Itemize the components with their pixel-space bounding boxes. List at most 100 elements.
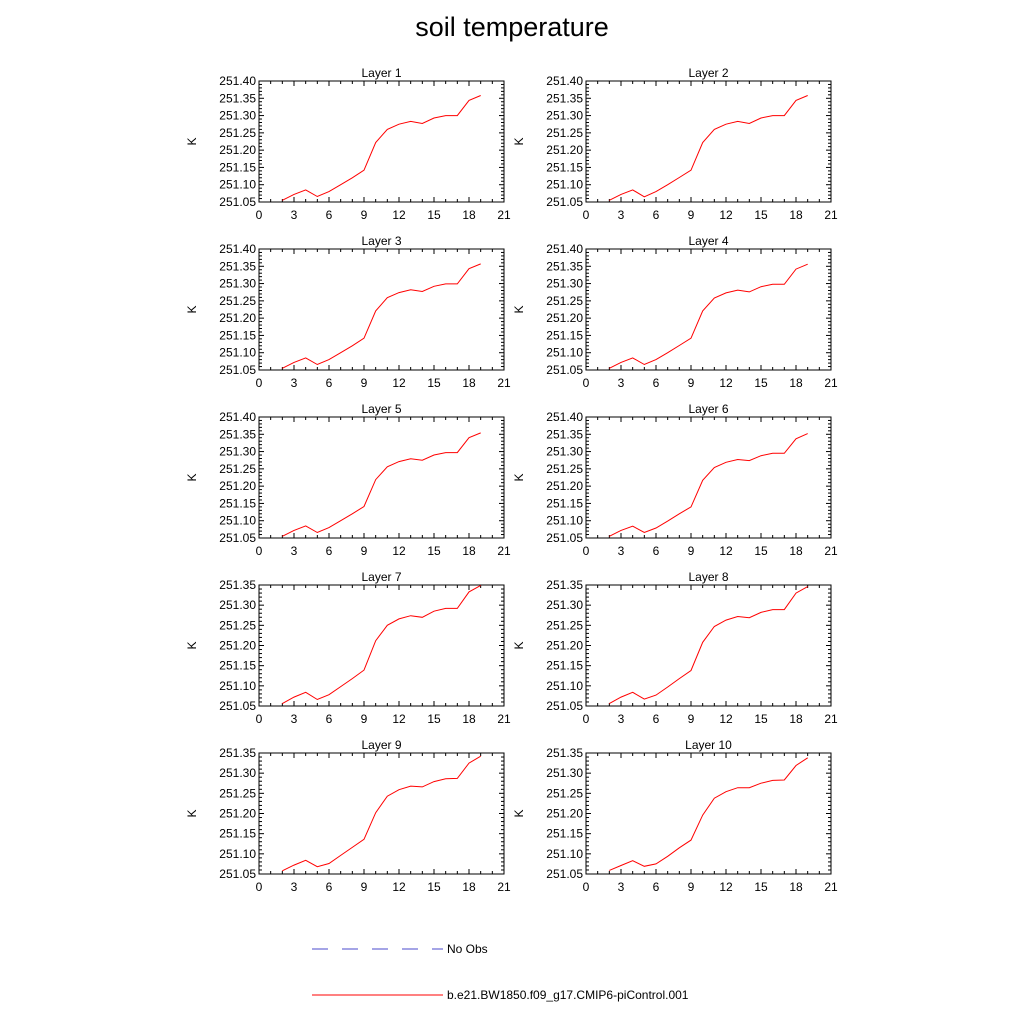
x-tick-label: 6 (653, 208, 660, 222)
y-tick-label: 251.05 (546, 195, 583, 209)
panel-layer-3: Layer 3 K 0 3 6 9 12 15 18 21 251.05 251.10 251.15 25… (185, 234, 511, 390)
y-tick-label: 251.35 (546, 746, 583, 760)
y-tick-label: 251.25 (546, 294, 583, 308)
y-tick-label: 251.10 (219, 679, 256, 693)
series-line (282, 755, 481, 872)
y-axis-label: K (185, 305, 199, 313)
series-line (282, 584, 481, 705)
y-tick-label: 251.10 (546, 514, 583, 528)
x-tick-label: 12 (719, 712, 733, 726)
y-axis-label: K (512, 473, 526, 481)
y-tick-label: 251.05 (546, 363, 583, 377)
panel-layer-9: Layer 9 K 0 3 6 9 12 15 18 21 251.05 251.10 251.15 25… (185, 738, 511, 894)
x-tick-label: 21 (824, 208, 838, 222)
x-tick-label: 9 (361, 208, 368, 222)
panel-layer-10: Layer 10 K 0 3 6 9 12 15 18 21 251.05 251.10 251.15 2… (512, 738, 838, 894)
panel-title: Layer 4 (688, 234, 728, 248)
y-tick-label: 251.05 (546, 531, 583, 545)
panel-title: Layer 6 (688, 402, 728, 416)
y-tick-label: 251.05 (219, 531, 256, 545)
plot-frame (258, 416, 505, 539)
y-axis-label: K (512, 305, 526, 313)
panel-title: Layer 10 (685, 738, 732, 752)
y-tick-label: 251.30 (546, 598, 583, 612)
y-axis-label: K (512, 137, 526, 145)
x-tick-label: 6 (326, 880, 333, 894)
panel-layer-1: Layer 1 K 0 3 6 9 12 15 18 21 251.05 251.10 251.15 25… (185, 66, 511, 222)
y-tick-label: 251.10 (546, 679, 583, 693)
y-tick-label: 251.40 (219, 74, 256, 88)
y-tick-label: 251.15 (219, 827, 256, 841)
y-tick-label: 251.25 (219, 618, 256, 632)
y-tick-label: 251.20 (219, 311, 256, 325)
x-tick-label: 9 (361, 712, 368, 726)
y-tick-label: 251.15 (219, 659, 256, 673)
series-line (609, 433, 808, 537)
x-tick-label: 0 (583, 544, 590, 558)
x-tick-label: 9 (688, 376, 695, 390)
y-tick-label: 251.30 (219, 109, 256, 123)
y-tick-label: 251.20 (546, 807, 583, 821)
x-tick-label: 21 (824, 880, 838, 894)
y-tick-label: 251.20 (219, 639, 256, 653)
series-line (282, 432, 481, 537)
y-tick-label: 251.15 (546, 496, 583, 510)
legend-label: No Obs (447, 942, 488, 956)
y-tick-label: 251.35 (546, 427, 583, 441)
legend-entry: No Obs (312, 942, 488, 956)
x-tick-label: 0 (256, 208, 263, 222)
series-line (282, 95, 481, 201)
y-tick-label: 251.20 (546, 479, 583, 493)
panel-layer-4: Layer 4 K 0 3 6 9 12 15 18 21 251.05 251.10 251.15 25… (512, 234, 838, 390)
y-tick-label: 251.20 (219, 479, 256, 493)
y-axis-label: K (512, 809, 526, 817)
y-tick-label: 251.15 (546, 160, 583, 174)
x-tick-label: 0 (583, 208, 590, 222)
y-tick-label: 251.20 (219, 143, 256, 157)
x-tick-label: 21 (824, 544, 838, 558)
chart-title: soil temperature (415, 12, 609, 42)
x-tick-label: 6 (653, 376, 660, 390)
panel-title: Layer 7 (361, 570, 401, 584)
x-tick-label: 6 (326, 376, 333, 390)
x-tick-label: 12 (392, 376, 406, 390)
y-tick-label: 251.30 (546, 766, 583, 780)
plot-frame (585, 416, 832, 539)
series-line (609, 95, 808, 201)
x-tick-label: 6 (326, 208, 333, 222)
series-line (609, 586, 808, 705)
panel-title: Layer 1 (361, 66, 401, 80)
x-tick-label: 15 (754, 544, 768, 558)
x-tick-label: 21 (824, 376, 838, 390)
panel-title: Layer 8 (688, 570, 728, 584)
x-tick-label: 0 (583, 712, 590, 726)
x-tick-label: 21 (497, 712, 511, 726)
x-tick-label: 15 (427, 376, 441, 390)
x-tick-label: 21 (824, 712, 838, 726)
x-tick-label: 15 (754, 712, 768, 726)
plot-frame (585, 80, 832, 203)
y-tick-label: 251.10 (219, 514, 256, 528)
y-tick-label: 251.10 (219, 178, 256, 192)
x-tick-label: 3 (618, 376, 625, 390)
x-tick-label: 12 (392, 208, 406, 222)
x-tick-label: 12 (392, 880, 406, 894)
panel-title: Layer 9 (361, 738, 401, 752)
x-tick-label: 12 (719, 880, 733, 894)
y-tick-label: 251.40 (219, 242, 256, 256)
y-tick-label: 251.35 (219, 578, 256, 592)
y-tick-label: 251.30 (546, 445, 583, 459)
x-tick-label: 3 (291, 544, 298, 558)
x-tick-label: 21 (497, 376, 511, 390)
y-tick-label: 251.05 (219, 867, 256, 881)
y-tick-label: 251.25 (546, 618, 583, 632)
x-tick-label: 15 (754, 376, 768, 390)
x-tick-label: 3 (291, 208, 298, 222)
y-tick-label: 251.05 (219, 699, 256, 713)
y-tick-label: 251.40 (219, 410, 256, 424)
x-tick-label: 6 (653, 712, 660, 726)
x-tick-label: 3 (291, 376, 298, 390)
x-tick-label: 0 (583, 376, 590, 390)
x-tick-label: 18 (462, 544, 476, 558)
